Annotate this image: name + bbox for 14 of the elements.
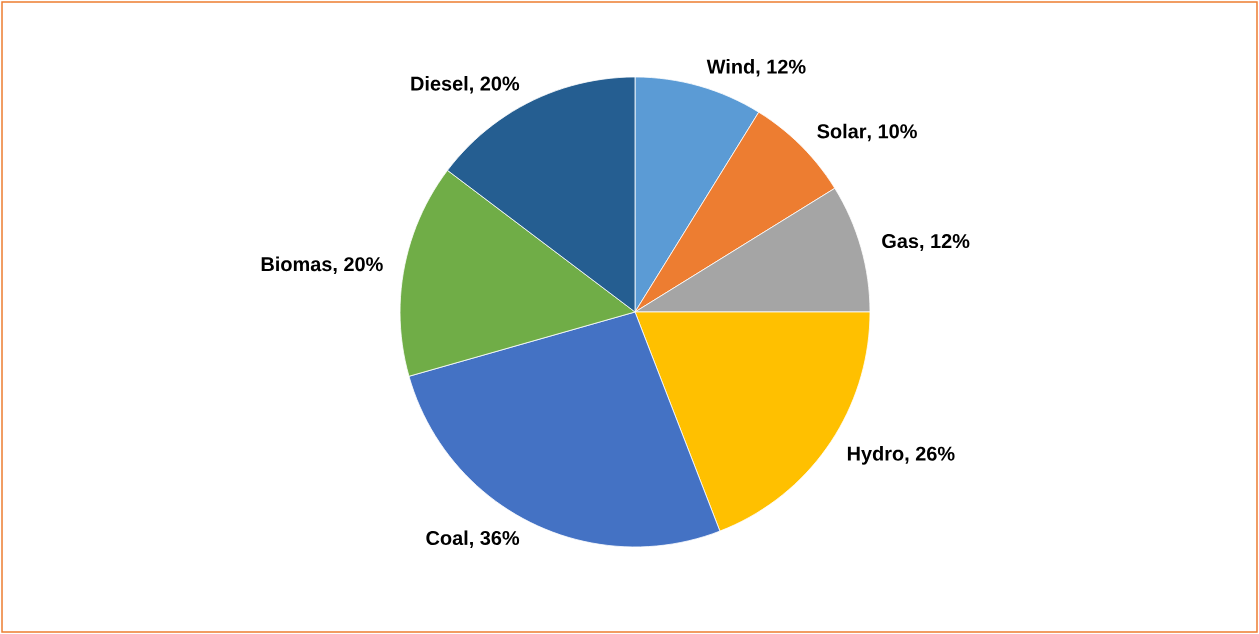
data-label: , 10% — [867, 124, 917, 142]
slice-label: Coal — [426, 530, 468, 546]
data-label: , 20% — [333, 257, 383, 275]
data-label: , 26% — [905, 446, 955, 464]
data-label: , 20% — [470, 76, 520, 94]
data-label: , 12% — [920, 234, 970, 252]
slice-label: Solar — [817, 123, 867, 139]
slice-label: Biomas — [261, 256, 332, 272]
data-label: , 12% — [756, 59, 806, 77]
data-label: , 36% — [470, 530, 520, 548]
slice-label: Wind — [706, 59, 754, 74]
slice-label: Hydro — [847, 446, 904, 465]
slice-label: Diesel — [411, 76, 468, 91]
slice-label: Gas — [882, 234, 919, 249]
